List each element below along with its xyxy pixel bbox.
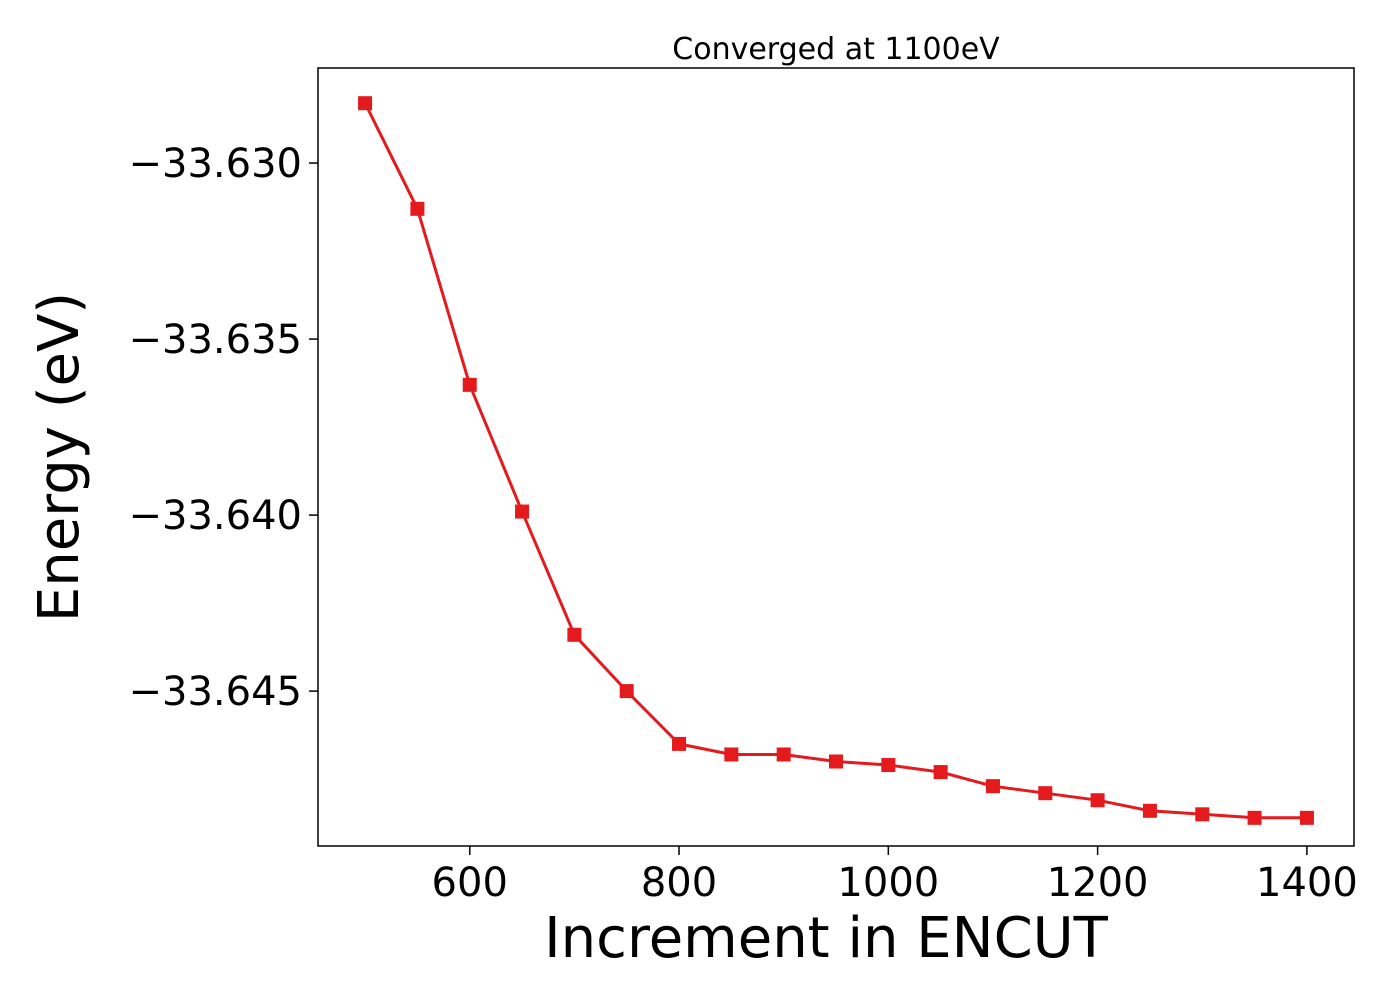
- plot-area: [318, 68, 1354, 846]
- data-point-marker: [1195, 807, 1210, 822]
- data-point-marker: [776, 747, 791, 762]
- x-tick-label: 1400: [1256, 860, 1358, 906]
- y-axis-ticks: −33.630 −33.635 −33.640 −33.645: [129, 141, 318, 715]
- y-tick-label: −33.640: [129, 493, 302, 539]
- data-point-marker: [1038, 786, 1053, 801]
- data-point-marker: [567, 627, 582, 642]
- y-axis-title: Energy (eV): [27, 292, 92, 622]
- data-point-marker: [933, 765, 948, 780]
- data-point-marker: [1299, 810, 1314, 825]
- y-tick-label: −33.645: [129, 669, 302, 715]
- x-tick-label: 800: [641, 860, 717, 906]
- data-point-marker: [410, 201, 425, 216]
- data-point-marker: [724, 747, 739, 762]
- x-axis-title: Increment in ENCUT: [544, 906, 1109, 971]
- data-point-marker: [1142, 803, 1157, 818]
- data-point-marker: [462, 377, 477, 392]
- x-axis-ticks: 600 800 1000 1200 1400: [432, 846, 1358, 906]
- x-tick-label: 1200: [1047, 860, 1149, 906]
- x-tick-label: 1000: [837, 860, 939, 906]
- data-point-marker: [358, 96, 373, 111]
- data-point-marker: [515, 504, 530, 519]
- x-tick-label: 600: [432, 860, 508, 906]
- plot-frame: [317, 67, 1355, 847]
- data-point-marker: [619, 684, 634, 699]
- data-point-marker: [985, 779, 1000, 794]
- data-point-marker: [1090, 793, 1105, 808]
- y-tick-label: −33.635: [129, 317, 302, 363]
- data-point-marker: [829, 754, 843, 769]
- y-tick-label: −33.630: [129, 141, 302, 187]
- data-point-marker: [672, 736, 687, 751]
- series-markers: [358, 96, 1314, 825]
- chart-title: Converged at 1100eV: [672, 32, 1000, 67]
- data-point-marker: [1247, 810, 1262, 825]
- data-point-marker: [881, 758, 896, 773]
